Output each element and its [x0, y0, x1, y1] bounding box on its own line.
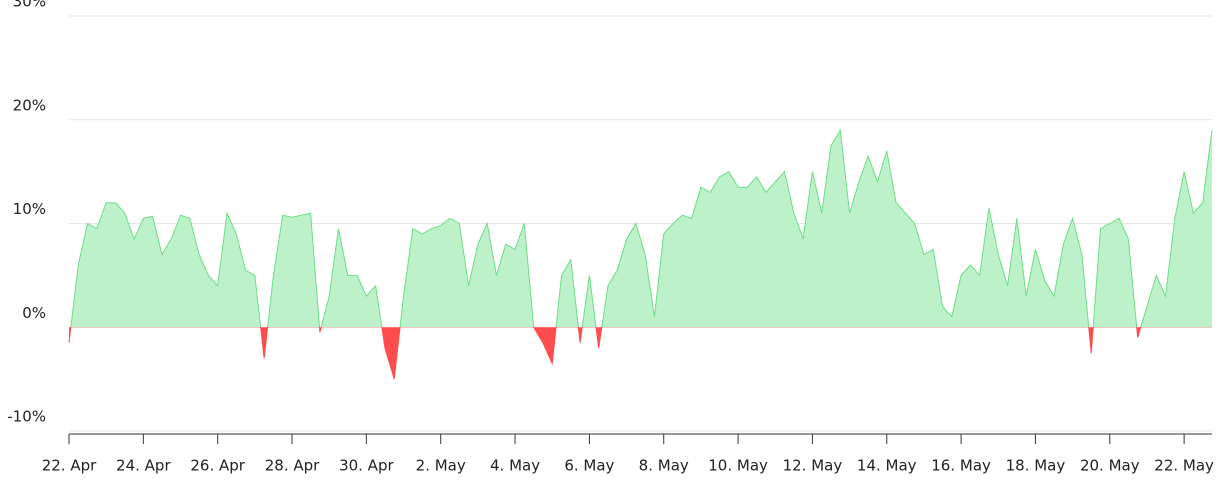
- x-tick-label: 6. May: [564, 457, 614, 475]
- x-tick-label: 12. May: [783, 457, 843, 475]
- y-tick-label: 0%: [22, 304, 46, 322]
- y-tick-label: 20%: [13, 96, 46, 114]
- y-tick-label: -10%: [7, 408, 46, 426]
- x-tick-label: 28. Apr: [265, 457, 320, 475]
- x-tick-label: 14. May: [857, 457, 917, 475]
- y-tick-label: 30%: [13, 0, 46, 11]
- x-tick-label: 18. May: [1006, 457, 1066, 475]
- area: [69, 130, 1212, 380]
- x-tick-label: 4. May: [490, 457, 540, 475]
- x-tick-label: 26. Apr: [190, 457, 245, 475]
- x-tick-label: 16. May: [931, 457, 991, 475]
- x-tick-label: 20. May: [1080, 457, 1140, 475]
- x-tick-label: 10. May: [708, 457, 768, 475]
- x-tick-label: 8. May: [639, 457, 689, 475]
- x-tick-label: 22. Apr: [42, 457, 97, 475]
- area-line: [68, 128, 1213, 380]
- x-tick-label: 24. Apr: [116, 457, 171, 475]
- x-tick-label: 30. Apr: [339, 457, 394, 475]
- x-tick-label: 22. May: [1154, 457, 1214, 475]
- y-tick-label: 10%: [13, 200, 46, 218]
- x-tick-label: 2. May: [416, 457, 466, 475]
